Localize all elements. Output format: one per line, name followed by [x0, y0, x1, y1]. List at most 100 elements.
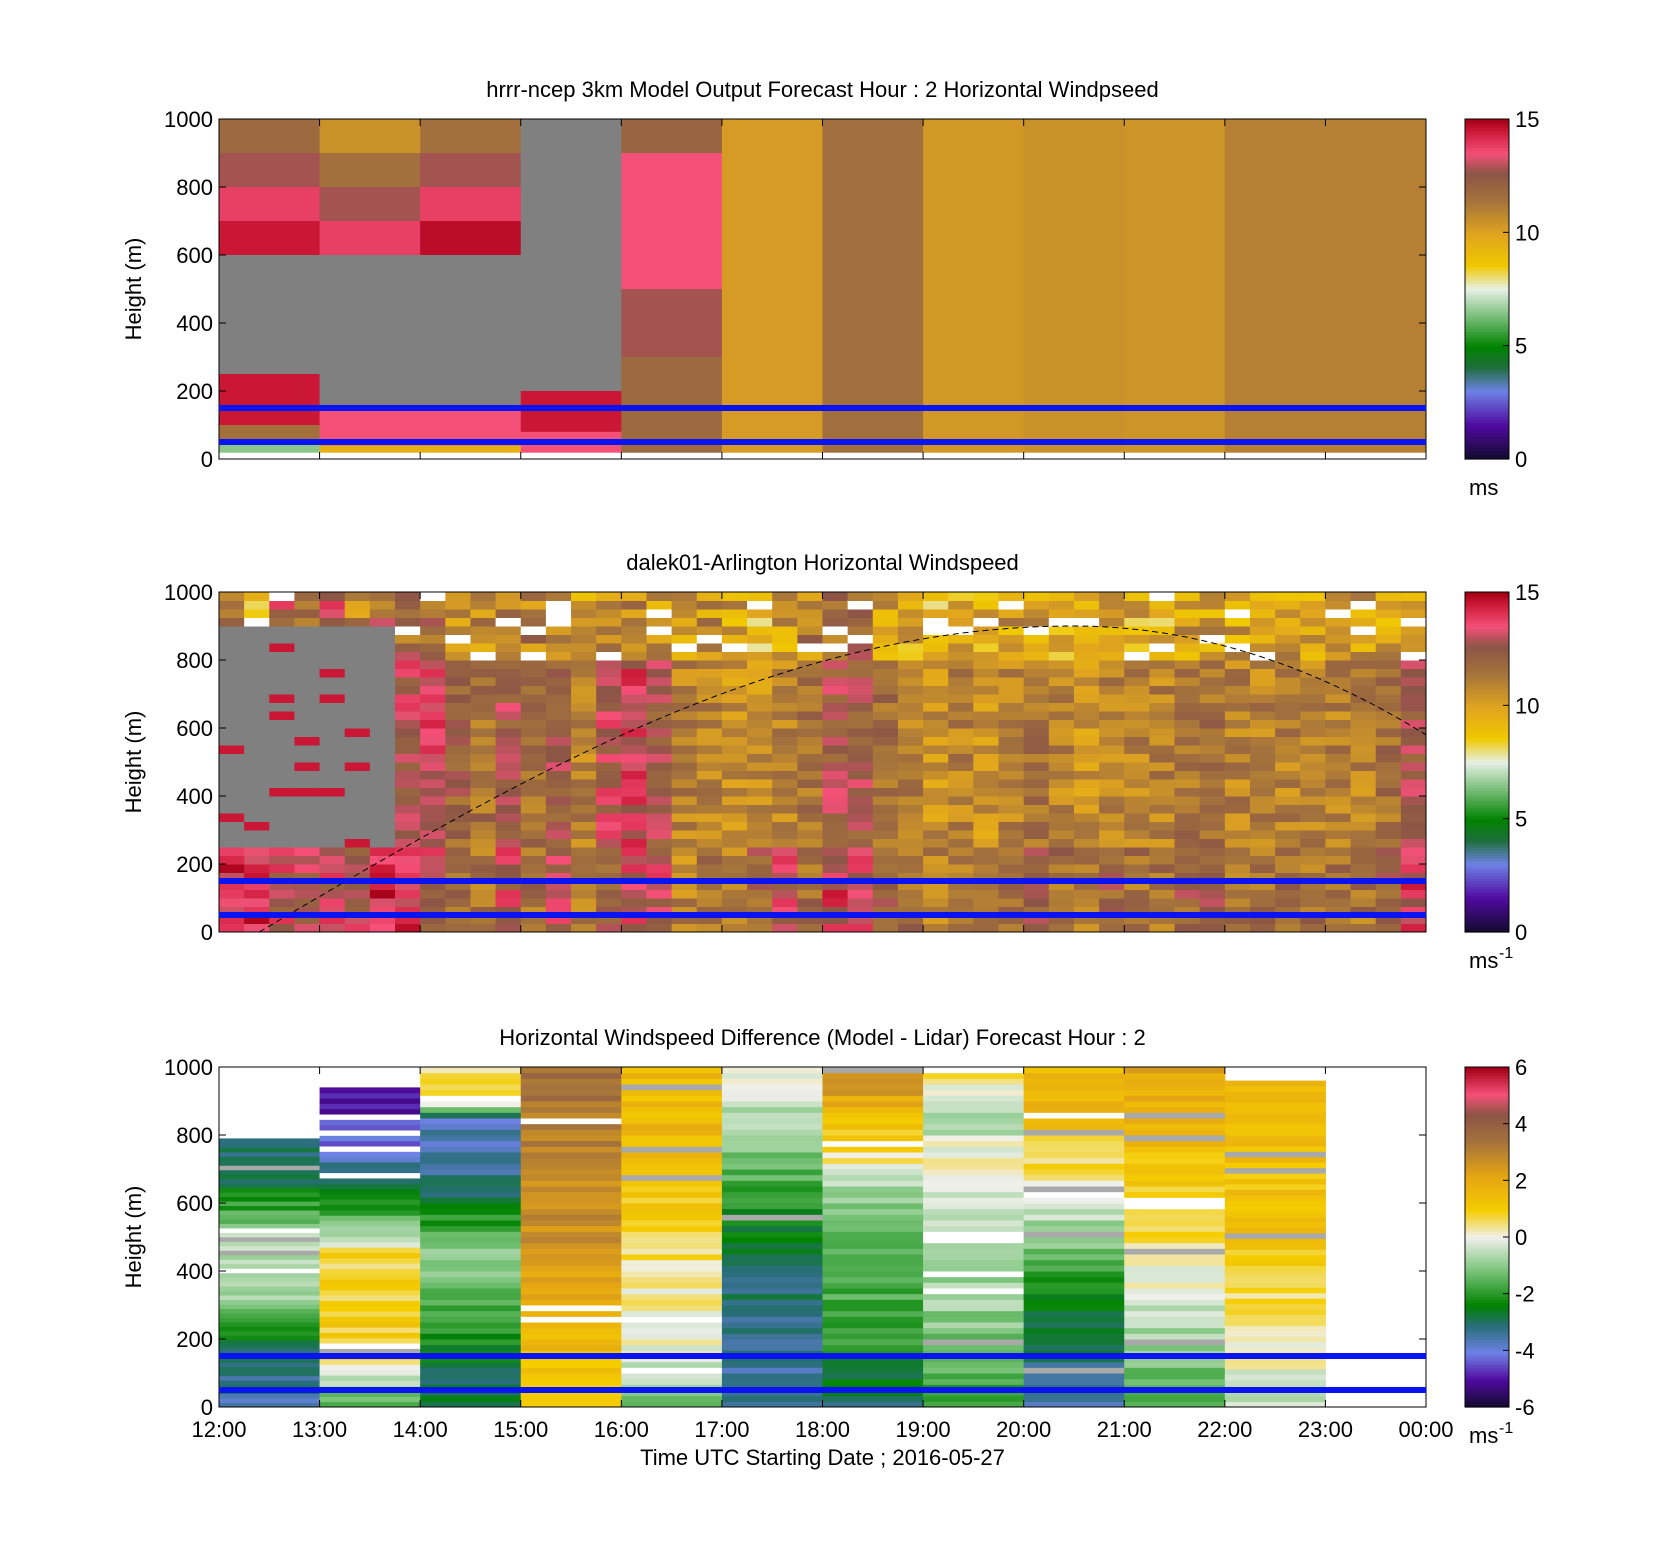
heatmap-cell	[847, 813, 874, 822]
heatmap-cell	[696, 847, 723, 856]
heatmap-cell	[1199, 711, 1226, 720]
heatmap-cell	[1048, 609, 1075, 618]
colorbar-segment	[1465, 266, 1509, 270]
heatmap-cell	[420, 609, 446, 618]
heatmap-cell	[973, 821, 1000, 831]
heatmap-cell	[344, 719, 371, 729]
heatmap-cell	[545, 762, 572, 771]
heatmap-cell	[294, 821, 321, 831]
heatmap-cell	[219, 1304, 321, 1310]
heatmap-cell	[872, 711, 899, 720]
heatmap-cell	[1149, 702, 1176, 712]
heatmap-cell	[822, 1208, 924, 1215]
colorbar-segment	[1465, 733, 1509, 738]
heatmap-cell	[847, 855, 874, 865]
heatmap-cell	[520, 1214, 622, 1221]
heatmap-cell	[822, 719, 849, 729]
heatmap-cell	[319, 1380, 421, 1387]
heatmap-cell	[520, 592, 547, 601]
heatmap-cell	[420, 796, 446, 805]
heatmap-cell	[1350, 719, 1377, 729]
colorbar-segment	[1465, 172, 1509, 177]
heatmap-cell	[696, 804, 723, 814]
heatmap-cell	[772, 643, 798, 652]
heatmap-cell	[269, 804, 295, 814]
heatmap-cell	[1124, 796, 1150, 805]
heatmap-cell	[1224, 1183, 1326, 1190]
heatmap-cell	[445, 915, 471, 924]
heatmap-cell	[269, 634, 295, 644]
heatmap-cell	[1375, 634, 1402, 644]
heatmap-cell	[1375, 830, 1402, 839]
heatmap-cell	[219, 906, 245, 916]
heatmap-cell	[1048, 813, 1075, 822]
heatmap-cell	[1300, 626, 1326, 635]
heatmap-cell	[596, 660, 622, 669]
colorbar-segment	[1465, 821, 1509, 825]
heatmap-cell	[998, 753, 1025, 763]
colorbar-segment	[1465, 1265, 1509, 1269]
heatmap-cell	[1124, 1146, 1226, 1153]
heatmap-cell	[520, 1254, 622, 1261]
heatmap-cell	[772, 736, 798, 746]
heatmap-cell	[923, 660, 949, 669]
heatmap-cell	[319, 1204, 421, 1211]
heatmap-cell	[520, 711, 547, 720]
colorbar-segment	[1465, 685, 1509, 689]
heatmap-cell	[1249, 626, 1276, 635]
heatmap-cell	[847, 617, 874, 627]
colorbar-segment	[1465, 1098, 1509, 1102]
heatmap-cell	[470, 872, 497, 882]
heatmap-cell	[420, 634, 446, 644]
heatmap-cell	[621, 1299, 723, 1306]
heatmap-cell	[545, 872, 572, 882]
colorbar-segment	[1465, 325, 1509, 330]
colorbar-segment	[1465, 155, 1509, 160]
colorbar-segment	[1465, 300, 1509, 304]
heatmap-cell	[721, 1169, 823, 1176]
heatmap-cell	[369, 762, 396, 771]
heatmap-cell	[1249, 813, 1276, 822]
heatmap-cell	[1023, 745, 1050, 754]
heatmap-cell	[369, 719, 396, 729]
heatmap-cell	[470, 711, 497, 720]
heatmap-cell	[923, 1067, 1025, 1074]
heatmap-cell	[1099, 872, 1125, 882]
colorbar-segment	[1465, 781, 1509, 786]
heatmap-cell	[948, 643, 974, 652]
heatmap-cell	[1325, 660, 1352, 669]
heatmap-cell	[269, 906, 295, 916]
heatmap-cell	[872, 796, 899, 805]
heatmap-cell	[1023, 1237, 1125, 1244]
colorbar-segment	[1465, 898, 1509, 902]
heatmap-cell	[294, 881, 321, 890]
heatmap-cell	[721, 668, 748, 678]
heatmap-cell	[596, 745, 622, 754]
heatmap-cell	[621, 1123, 723, 1130]
heatmap-cell	[1224, 1238, 1326, 1245]
heatmap-cell	[319, 1172, 421, 1179]
y-tick-label: 1000	[164, 580, 213, 605]
heatmap-cell	[621, 1089, 723, 1096]
heatmap-cell	[244, 753, 270, 763]
heatmap-cell	[1400, 847, 1427, 856]
heatmap-cell	[420, 1163, 522, 1170]
heatmap-cell	[973, 592, 1000, 601]
colorbar-segment	[1465, 1095, 1509, 1099]
heatmap-cell	[1073, 719, 1100, 729]
colorbar-segment	[1465, 453, 1509, 457]
colorbar-segment	[1465, 1361, 1509, 1366]
heatmap-cell	[1224, 1118, 1326, 1125]
heatmap-cell	[1023, 1390, 1125, 1397]
heatmap-cell	[721, 1135, 823, 1142]
heatmap-cell	[420, 1140, 522, 1147]
heatmap-cell	[1375, 719, 1402, 729]
heatmap-cell	[646, 898, 673, 907]
heatmap-cell	[822, 1305, 924, 1312]
heatmap-cell	[1224, 787, 1251, 797]
heatmap-cell	[369, 898, 396, 907]
colorbar-segment	[1465, 283, 1509, 287]
heatmap-cell	[520, 1265, 622, 1272]
heatmap-cell	[897, 779, 924, 788]
heatmap-cell	[445, 779, 471, 788]
